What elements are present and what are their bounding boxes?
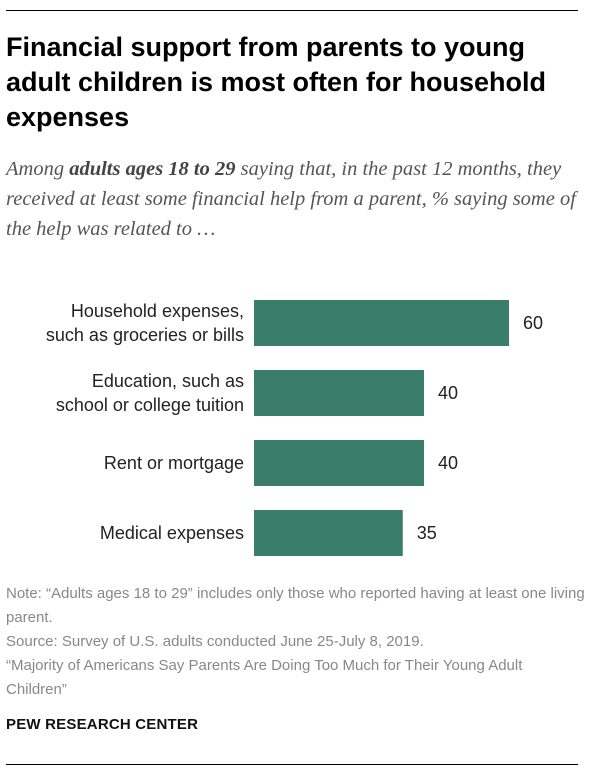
subtitle-rest: saying that, in the past 12 months, they… [6, 158, 576, 240]
category-label-3-0: Medical expenses [100, 523, 244, 543]
chart-notes: Note: “Adults ages 18 to 29” includes on… [6, 582, 586, 702]
category-label-2-0: Rent or mortgage [104, 453, 244, 473]
brand-logo-text: PEW RESEARCH CENTER [6, 716, 199, 733]
bottom-rule [6, 764, 578, 765]
chart-title: Financial support from parents to young … [6, 32, 547, 132]
value-label-3: 35 [417, 523, 437, 543]
subtitle-lead: Among [6, 158, 70, 180]
category-label-0-1: such as groceries or bills [46, 325, 244, 345]
bar-1 [254, 370, 424, 416]
value-label-0: 60 [523, 313, 543, 333]
note-text: Note: “Adults ages 18 to 29” includes on… [6, 585, 585, 626]
source-text: Source: Survey of U.S. adults conducted … [6, 633, 424, 650]
category-label-0-0: Household expenses, [71, 301, 244, 321]
bar-3 [254, 510, 403, 556]
chart-subtitle: Among adults ages 18 to 29 saying that, … [6, 154, 581, 244]
report-title: “Majority of Americans Say Parents Are D… [6, 657, 523, 698]
category-label-1-0: Education, such as [92, 371, 244, 391]
category-label-1-1: school or college tuition [56, 395, 244, 415]
bar-chart: 60 Household expenses, such as groceries o… [46, 300, 543, 556]
top-rule [6, 10, 578, 11]
bar-0 [254, 300, 509, 346]
value-label-1: 40 [438, 383, 458, 403]
bar-2 [254, 440, 424, 486]
subtitle-emphasis: adults ages 18 to 29 [69, 158, 236, 180]
value-label-2: 40 [438, 453, 458, 473]
